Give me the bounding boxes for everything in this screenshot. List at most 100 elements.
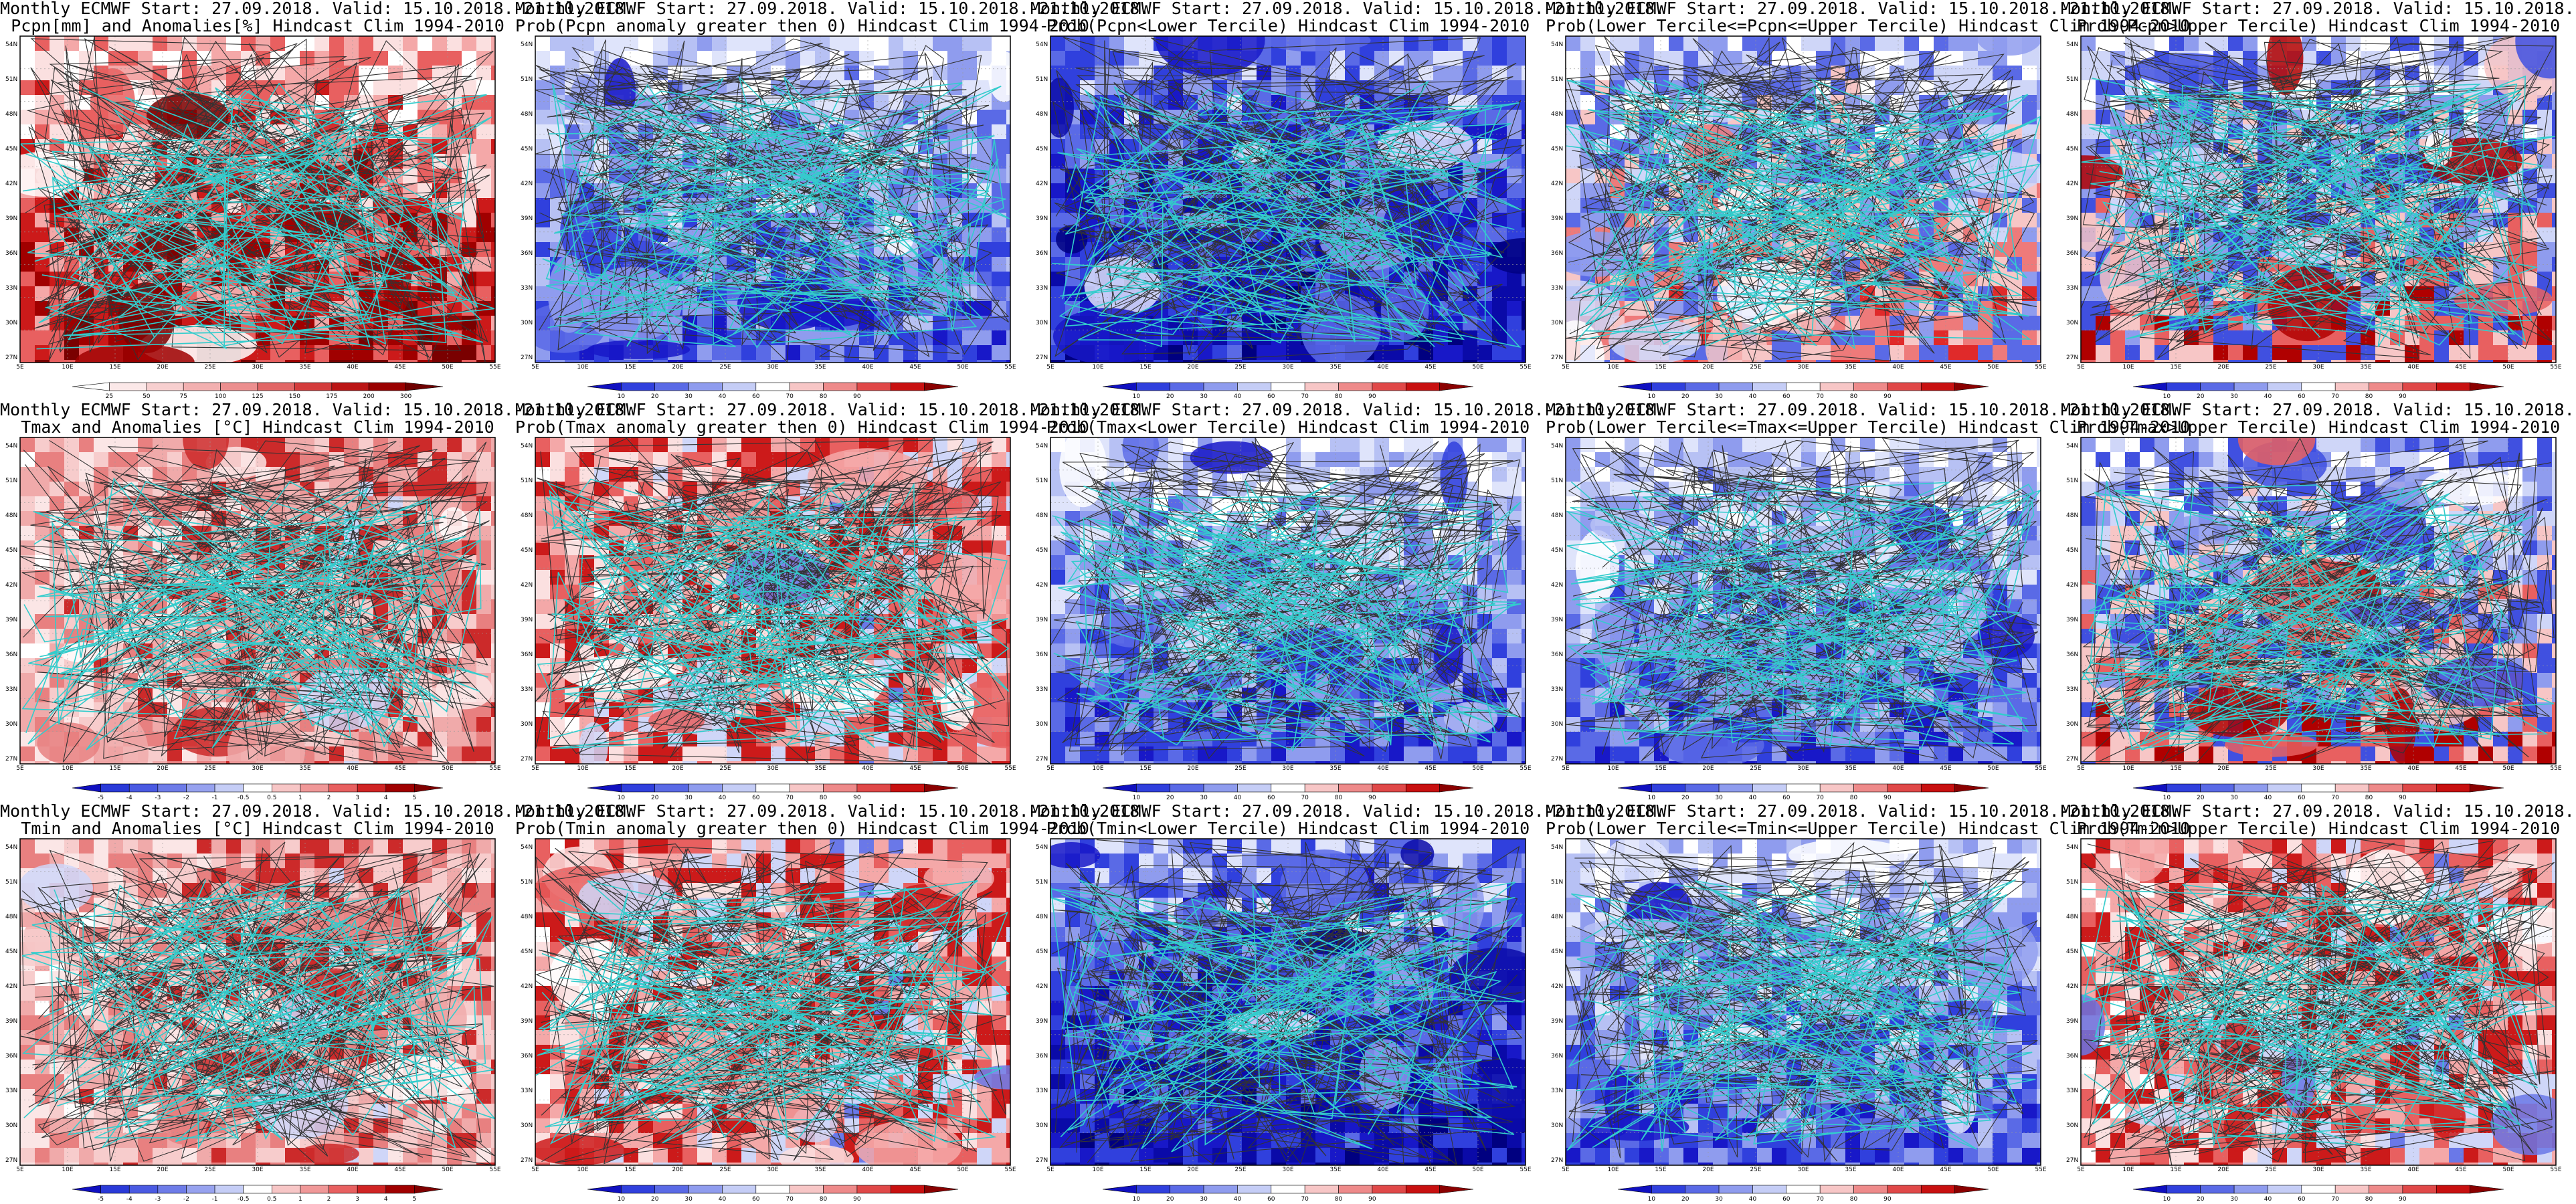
- lat-label: 27N: [1551, 355, 1564, 361]
- contour-line: [1054, 845, 1520, 1149]
- lat-label: 54N: [5, 41, 18, 48]
- lat-label: 51N: [521, 76, 533, 83]
- colorbar-tick-label: 1: [298, 1196, 302, 1203]
- colorbar-tick-label: 60: [2298, 393, 2306, 400]
- lat-label: 45N: [521, 146, 533, 153]
- lat-label: 42N: [1551, 983, 1564, 990]
- colorbar-tick-label: 70: [1816, 795, 1824, 801]
- lat-label: 48N: [521, 914, 533, 920]
- colorbar-swatch: [1651, 382, 1686, 391]
- colorbar-swatch: [924, 1185, 959, 1194]
- colorbar-tick-label: 30: [684, 393, 693, 400]
- colorbar-swatch: [1203, 382, 1238, 391]
- lon-label: 55E: [1004, 765, 1016, 772]
- coastline: [1051, 888, 1523, 1135]
- lon-label: 50E: [2502, 364, 2514, 371]
- colorbar-swatch: [2369, 382, 2403, 391]
- coastline: [537, 880, 1003, 1099]
- lon-label: 20E: [2217, 1167, 2229, 1173]
- colorbar-swatch: [2334, 783, 2369, 793]
- colorbar-swatch: [621, 783, 656, 793]
- colorbar-swatch: [621, 1185, 656, 1194]
- colorbar-tick-label: 70: [2331, 393, 2339, 400]
- colorbar-tick-label: 20: [2196, 795, 2205, 801]
- lon-label: 20E: [1187, 765, 1199, 772]
- coastline: [545, 892, 1009, 1145]
- colorbar-tick-label: 80: [1849, 393, 1858, 400]
- colorbar-swatch: [157, 1185, 187, 1194]
- lon-label: 45E: [2455, 765, 2467, 772]
- colorbar-swatch: [1170, 1185, 1204, 1194]
- coastline: [1587, 490, 2041, 750]
- contour-line: [1577, 54, 2035, 360]
- lon-label: 40E: [862, 1167, 874, 1173]
- forecast-map: [1050, 35, 1526, 391]
- contour-line: [1054, 51, 1525, 361]
- map-frame: [535, 35, 1011, 363]
- colorbar-swatch: [272, 1185, 301, 1194]
- lon-label: 30E: [767, 364, 779, 371]
- colorbar-tick-label: 20: [1166, 393, 1174, 400]
- colorbar-swatch: [1819, 382, 1854, 391]
- colorbar-tick-label: 20: [2196, 393, 2205, 400]
- lon-label: 15E: [1139, 1167, 1152, 1173]
- panel-title-line2: Prob(Tmin>Upper Tercile) Hindcast Clim 1…: [2076, 819, 2561, 838]
- lon-label: 45E: [909, 364, 921, 371]
- colorbar-swatch: [2132, 1185, 2167, 1194]
- colorbar-swatch: [688, 1185, 723, 1194]
- lon-label: 15E: [1655, 765, 1667, 772]
- coastline: [39, 481, 482, 750]
- lat-label: 54N: [1036, 41, 1048, 48]
- colorbar-tick-label: -2: [183, 795, 189, 801]
- coastline: [36, 90, 472, 350]
- lon-label: 25E: [719, 765, 731, 772]
- coastline: [538, 886, 1010, 1144]
- lat-label: 48N: [2066, 111, 2079, 118]
- colorbar-swatch: [128, 783, 159, 793]
- lon-label: 50E: [442, 1167, 454, 1173]
- colorbar-swatch: [109, 382, 147, 391]
- forecast-map: [535, 838, 1011, 1194]
- contour-line: [2084, 39, 2547, 329]
- colorbar-tick-label: 60: [2298, 1196, 2306, 1203]
- lon-label: 5E: [531, 364, 539, 371]
- lat-label: 48N: [1551, 512, 1564, 519]
- lon-label: 30E: [252, 364, 264, 371]
- lon-label: 15E: [2170, 765, 2182, 772]
- colorbar-swatch: [621, 382, 656, 391]
- colorbar-swatch: [2132, 783, 2167, 793]
- colorbar-tick-label: 20: [2196, 1196, 2205, 1203]
- colorbar-tick-label: -5: [98, 1196, 104, 1203]
- lat-label: 48N: [5, 111, 18, 118]
- colorbar-swatch: [294, 382, 333, 391]
- lon-label: 20E: [2217, 364, 2229, 371]
- lat-label: 39N: [1551, 617, 1564, 623]
- lon-label: 35E: [2360, 1167, 2372, 1173]
- panel-title-line1: Monthly ECMWF Start: 27.09.2018. Valid: …: [2061, 400, 2576, 419]
- colorbar-swatch: [856, 783, 891, 793]
- forecast-panel: Monthly ECMWF Start: 27.09.2018. Valid: …: [1030, 0, 1665, 401]
- coastline: [547, 76, 1010, 348]
- contour-line: [536, 437, 986, 761]
- colorbar-swatch: [2268, 1185, 2302, 1194]
- colorbar-tick-label: 60: [1782, 393, 1790, 400]
- colorbar-tick-label: 40: [1233, 1196, 1242, 1203]
- lat-label: 36N: [5, 651, 18, 658]
- contour-line: [1568, 437, 2037, 729]
- panel-title-line2: Pcpn[mm] and Anomalies[%] Hindcast Clim …: [11, 16, 504, 35]
- lon-label: 15E: [109, 1167, 121, 1173]
- colorbar-swatch: [2402, 382, 2437, 391]
- colorbar-swatch: [890, 1185, 925, 1194]
- colorbar-swatch: [2334, 382, 2369, 391]
- lon-label: 10E: [577, 765, 589, 772]
- lat-label: 48N: [521, 512, 533, 519]
- lon-label: 10E: [1607, 1167, 1619, 1173]
- lon-label: 55E: [489, 1167, 501, 1173]
- contour-line: [1596, 846, 1997, 1132]
- colorbar-swatch: [1372, 1185, 1406, 1194]
- colorbar-tick-label: 30: [1715, 795, 1723, 801]
- lon-label: 30E: [1797, 765, 1809, 772]
- colorbar-tick-label: 20: [1166, 1196, 1174, 1203]
- colorbar-swatch: [100, 1185, 130, 1194]
- lat-label: 39N: [521, 1018, 533, 1025]
